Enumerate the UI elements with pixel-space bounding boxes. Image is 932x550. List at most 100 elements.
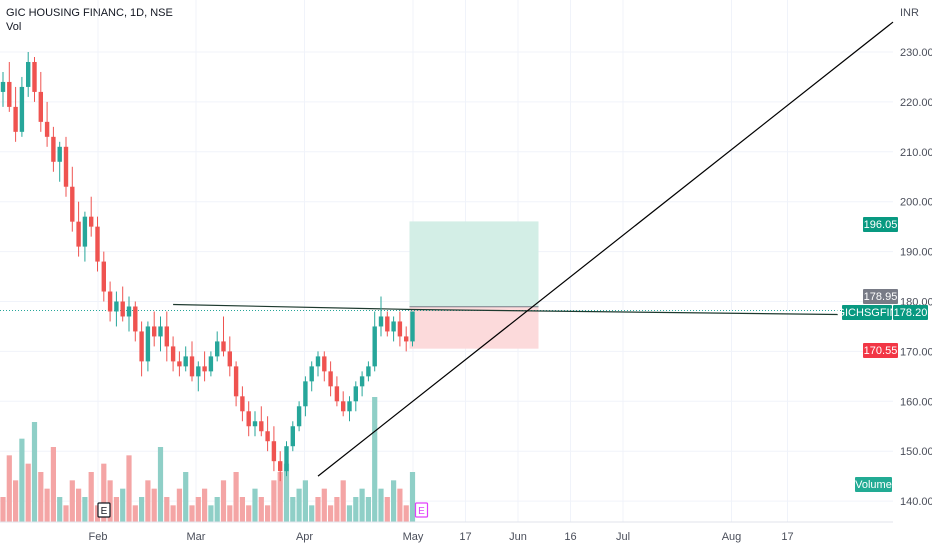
candle[interactable]: [170, 336, 176, 372]
earnings-marker[interactable]: E: [97, 502, 111, 518]
candle[interactable]: [341, 391, 346, 417]
candle[interactable]: [177, 351, 182, 377]
candle-body: [196, 366, 201, 377]
candle[interactable]: [259, 406, 264, 437]
volume-indicator-label[interactable]: Vol: [6, 21, 22, 33]
candle[interactable]: [126, 296, 132, 332]
time-tick-label: Jun: [509, 531, 527, 543]
candle[interactable]: [252, 411, 258, 437]
volume-bar: [69, 480, 75, 522]
volume-bar: [309, 505, 315, 522]
candle[interactable]: [347, 396, 352, 422]
candle[interactable]: [410, 311, 415, 347]
candle[interactable]: [26, 52, 31, 97]
candle[interactable]: [366, 361, 371, 382]
volume-bar: [397, 488, 403, 522]
candle[interactable]: [57, 141, 62, 182]
candle[interactable]: [44, 101, 50, 147]
trend-line[interactable]: [317, 21, 894, 477]
candle[interactable]: [385, 311, 390, 337]
candle[interactable]: [152, 311, 157, 347]
candle[interactable]: [278, 451, 283, 482]
candle[interactable]: [38, 71, 43, 132]
candle[interactable]: [334, 376, 340, 407]
resistance-line[interactable]: [173, 303, 839, 316]
candle[interactable]: [303, 376, 308, 417]
stop-zone[interactable]: [409, 306, 539, 349]
candle[interactable]: [70, 166, 75, 232]
candle[interactable]: [233, 361, 239, 407]
candle[interactable]: [89, 196, 94, 237]
candle[interactable]: [221, 316, 226, 357]
volume-bar: [372, 397, 378, 522]
candle[interactable]: [164, 311, 169, 362]
candle[interactable]: [296, 401, 302, 432]
candle[interactable]: [397, 311, 403, 347]
candle-body: [89, 216, 94, 227]
candle[interactable]: [189, 341, 195, 382]
time-tick-label: 16: [564, 531, 576, 543]
candle[interactable]: [265, 416, 270, 452]
price-tick-label: 170.00: [900, 346, 932, 358]
time-axis[interactable]: Feb Mar Apr May 17 Jun 16 Jul Aug 17: [0, 521, 893, 543]
time-tick-label: Apr: [296, 531, 313, 543]
candle[interactable]: [359, 371, 365, 397]
candle[interactable]: [183, 346, 188, 372]
candle[interactable]: [63, 136, 69, 197]
candle[interactable]: [101, 251, 106, 302]
candle-body: [32, 61, 37, 92]
candle[interactable]: [322, 351, 327, 382]
volume-bar: [19, 438, 25, 522]
symbol-title[interactable]: GIC HOUSING FINANC, 1D, NSE: [6, 7, 173, 19]
candle[interactable]: [246, 401, 251, 437]
candle[interactable]: [372, 311, 377, 372]
candle[interactable]: [353, 381, 358, 412]
volume-bar: [403, 505, 409, 522]
candle[interactable]: [240, 386, 245, 422]
candle-body: [215, 341, 220, 357]
candle[interactable]: [202, 351, 207, 382]
candle[interactable]: [51, 126, 56, 172]
candle[interactable]: [227, 336, 232, 377]
candle[interactable]: [391, 316, 396, 342]
candle[interactable]: [120, 286, 125, 322]
candle[interactable]: [290, 421, 295, 452]
candle[interactable]: [284, 441, 289, 477]
target-zone[interactable]: [409, 221, 539, 307]
candle[interactable]: [404, 326, 409, 352]
candle[interactable]: [82, 211, 88, 262]
volume-bar: [189, 505, 195, 522]
candle-body: [303, 381, 308, 407]
candle[interactable]: [32, 56, 37, 102]
candle[interactable]: [114, 291, 119, 327]
candle[interactable]: [95, 216, 100, 272]
candle-body: [353, 386, 358, 402]
candle[interactable]: [76, 201, 81, 257]
candle[interactable]: [107, 281, 113, 322]
candle[interactable]: [196, 361, 201, 392]
candle[interactable]: [133, 301, 138, 342]
candle-body: [366, 366, 371, 377]
candle[interactable]: [145, 321, 151, 372]
candle[interactable]: [215, 331, 220, 362]
volume-bar: [384, 497, 390, 522]
candle-series: [0, 52, 415, 482]
candle[interactable]: [271, 426, 277, 472]
candle[interactable]: [19, 76, 25, 137]
candle[interactable]: [139, 321, 144, 377]
earnings-marker[interactable]: E: [414, 502, 429, 518]
candle[interactable]: [328, 361, 333, 397]
volume-bar: [378, 488, 384, 522]
candle[interactable]: [13, 86, 18, 142]
candle[interactable]: [378, 296, 384, 337]
candle[interactable]: [315, 351, 321, 377]
candle[interactable]: [158, 316, 163, 352]
candle[interactable]: [208, 351, 214, 377]
candle-body: [246, 411, 251, 427]
volume-label-text: Volume: [855, 479, 892, 491]
candle[interactable]: [0, 71, 6, 107]
price-axis[interactable]: INR 140.00150.00160.00170.00180.00190.00…: [900, 7, 932, 508]
candle[interactable]: [7, 61, 12, 112]
candle[interactable]: [309, 361, 314, 392]
